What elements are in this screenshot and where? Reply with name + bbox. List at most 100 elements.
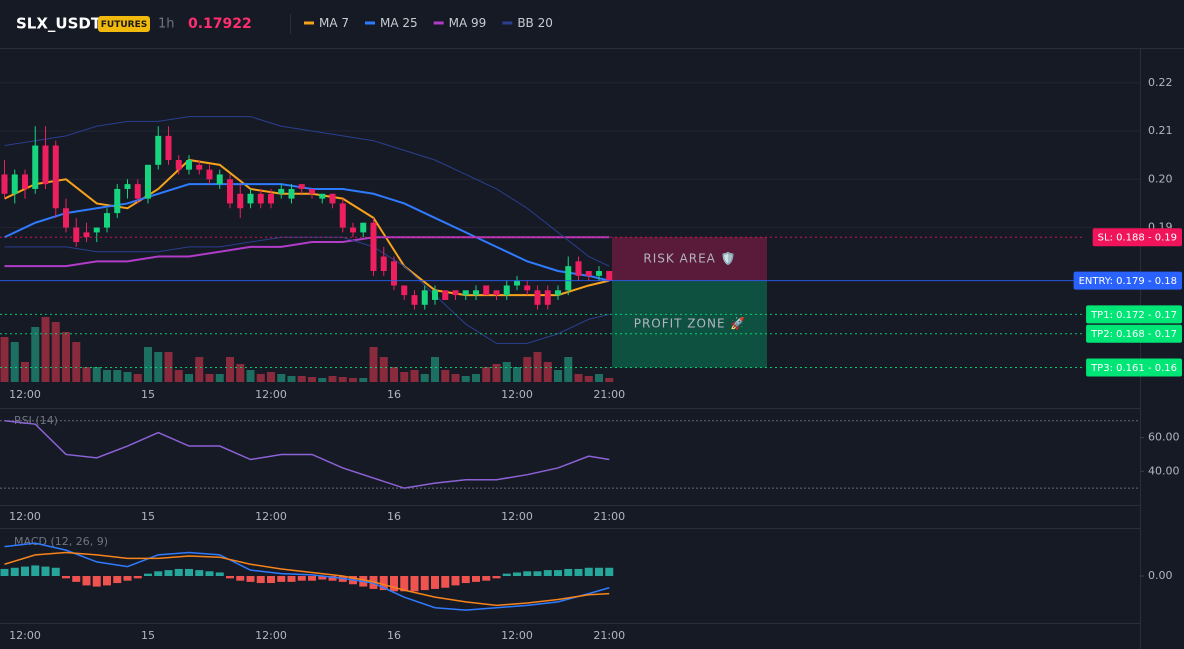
indicator-line [4, 551, 610, 607]
volume-bar [574, 374, 583, 382]
histogram-bar [174, 568, 183, 576]
x-tick-label: 12:00 [501, 629, 533, 642]
legend-label: MA 25 [380, 16, 418, 30]
histogram-bar [513, 572, 521, 576]
symbol: SLX_USDT [16, 15, 102, 33]
histogram-bar [51, 567, 60, 576]
candle-body [268, 193, 274, 204]
volume-bar [256, 374, 265, 382]
volume-bar [0, 337, 9, 382]
x-tick-label: 15 [141, 510, 155, 523]
volume-bar [584, 376, 593, 382]
candle-body [278, 188, 285, 194]
volume-bar [185, 374, 193, 382]
candle-body [155, 135, 162, 165]
zone [612, 237, 767, 281]
level-label-bg [1073, 271, 1182, 290]
x-tick-label: 12:00 [255, 510, 287, 523]
histogram-bar [533, 571, 542, 576]
x-tick-label: 21:00 [593, 510, 625, 523]
histogram-bar [308, 576, 316, 581]
candle-body [247, 193, 254, 204]
level-label: ENTRY: 0.179 - 0.18 [1079, 276, 1177, 287]
candle-body [329, 193, 336, 204]
volume-bar [174, 370, 183, 382]
histogram-bar [554, 570, 562, 576]
volume-bar [554, 370, 562, 382]
level-label-bg [1086, 324, 1182, 343]
candle-body [432, 290, 438, 300]
candle-body [1, 174, 8, 194]
volume-bar [195, 357, 204, 382]
volume-bar [92, 367, 101, 382]
histogram-bar [154, 571, 163, 576]
x-tick-label: 12:00 [501, 510, 533, 523]
volume-bar [72, 342, 81, 382]
candle-body [514, 280, 520, 286]
candle-body [298, 184, 305, 189]
histogram-bar [584, 567, 593, 576]
candle-body [22, 174, 28, 189]
histogram-bar [113, 576, 122, 584]
candle-body [380, 256, 387, 271]
volume-bar [144, 347, 152, 382]
volume-bar [400, 372, 409, 382]
histogram-bar [10, 567, 19, 576]
candle-body [216, 174, 223, 185]
volume-bar [277, 374, 286, 382]
histogram-bar [318, 576, 327, 580]
histogram-bar [185, 568, 193, 576]
candle-body [462, 290, 469, 296]
volume-bar [205, 374, 214, 382]
candle-body [391, 261, 397, 286]
histogram-bar [379, 576, 388, 591]
legend-label: MA 7 [319, 16, 349, 30]
candle-body [421, 290, 428, 305]
legend-label: MA 99 [449, 16, 487, 30]
volume-bar [82, 367, 91, 382]
volume-bar [533, 352, 542, 382]
histogram-bar [543, 570, 552, 576]
volume-bar [472, 374, 480, 382]
candle-body [63, 208, 69, 228]
x-tick-label: 12:00 [9, 510, 41, 523]
badge: FUTURES [101, 20, 147, 30]
candle-body [339, 203, 346, 228]
x-tick-label: 12:00 [255, 629, 287, 642]
volume-bar [246, 370, 255, 382]
histogram-bar [62, 576, 70, 579]
histogram-bar [328, 576, 337, 581]
histogram-bar [72, 576, 81, 582]
histogram-bar [236, 576, 245, 581]
x-tick-label: 21:00 [593, 388, 625, 401]
volume-bar [103, 370, 111, 382]
histogram-bar [256, 576, 265, 584]
volume-bar [564, 357, 573, 382]
candle-body [32, 145, 39, 189]
x-tick-label: 12:00 [255, 388, 287, 401]
volume-bar [379, 357, 388, 382]
candle-body [309, 188, 315, 194]
histogram-bar [431, 576, 439, 589]
volume-bar [461, 376, 470, 382]
candle-body [52, 145, 59, 209]
candle-body [575, 261, 582, 276]
volume-bar [287, 376, 296, 382]
volume-bar [236, 364, 245, 382]
candle-body [493, 290, 500, 296]
volume-bar [10, 342, 19, 382]
y-tick-label: 0.20 [1148, 172, 1173, 185]
volume-bar [133, 374, 142, 382]
volume-bar [226, 357, 234, 382]
volume-bar [51, 322, 60, 382]
interval: 1h [158, 17, 175, 32]
zone-label: RISK AREA 🛡️ [643, 251, 736, 265]
zone-label: PROFIT ZONE 🚀 [634, 317, 747, 331]
candle-body [585, 271, 592, 276]
candle-body [73, 227, 80, 243]
candle-body [503, 285, 510, 296]
candle-body [186, 160, 192, 170]
y-tick-label: 0.22 [1148, 76, 1173, 89]
